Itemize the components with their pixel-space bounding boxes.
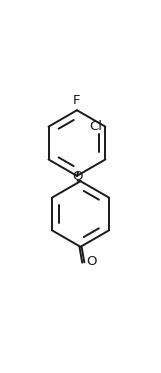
Text: O: O [73, 170, 83, 183]
Text: O: O [86, 255, 96, 268]
Text: Cl: Cl [90, 120, 103, 133]
Text: F: F [73, 94, 81, 107]
